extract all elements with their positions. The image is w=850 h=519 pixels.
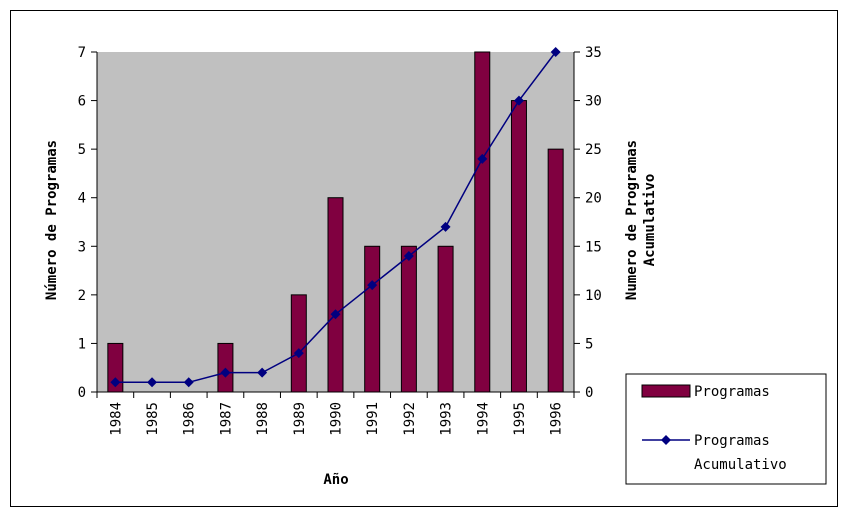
x-tick-label-1985: 1985 bbox=[145, 402, 161, 436]
y-axis-title: Número de Programas bbox=[44, 140, 60, 300]
x-tick-label-1987: 1987 bbox=[218, 402, 234, 436]
bar-1994 bbox=[474, 51, 491, 393]
legend-label-acumulativo-line1: Programas bbox=[694, 433, 770, 449]
line-point-1995 bbox=[513, 95, 524, 106]
line-point-1996 bbox=[550, 47, 561, 57]
line-point-1994 bbox=[477, 153, 488, 164]
y-tick-label-7: 7 bbox=[78, 45, 86, 61]
bars-group bbox=[107, 51, 564, 393]
line-point-1992 bbox=[403, 251, 414, 261]
y2-tick-label-30: 30 bbox=[585, 94, 602, 110]
y2-tick-label-35: 35 bbox=[585, 45, 602, 61]
y-tick-label-5: 5 bbox=[78, 142, 86, 158]
bar-1993 bbox=[437, 245, 454, 393]
x-tick-label-1994: 1994 bbox=[475, 402, 491, 436]
x-tick-label-1991: 1991 bbox=[365, 402, 381, 436]
line-point-1985 bbox=[147, 377, 158, 388]
y2-tick-label-10: 10 bbox=[585, 288, 602, 304]
x-tick-label-1996: 1996 bbox=[549, 402, 565, 436]
legend-bar-swatch bbox=[641, 384, 691, 398]
y2-tick-label-5: 5 bbox=[585, 336, 593, 352]
legend: Programas Programas Acumulativo bbox=[625, 373, 827, 485]
line-group bbox=[110, 47, 561, 388]
x-tick-label-1988: 1988 bbox=[255, 402, 271, 436]
x-tick-label-1992: 1992 bbox=[402, 402, 418, 436]
line-point-1986 bbox=[183, 377, 194, 388]
bar-1995 bbox=[510, 100, 527, 393]
line-point-1987 bbox=[220, 367, 231, 378]
legend-label-programas: Programas bbox=[694, 384, 770, 400]
bar-1992 bbox=[400, 245, 417, 393]
line-point-1988 bbox=[257, 367, 268, 378]
legend-label-acumulativo-line2: Acumulativo bbox=[694, 457, 787, 473]
line-point-1990 bbox=[330, 309, 341, 320]
x-tick-label-1986: 1986 bbox=[182, 402, 198, 436]
y-tick-label-0: 0 bbox=[78, 385, 86, 401]
y2-tick-label-25: 25 bbox=[585, 142, 602, 158]
y2-axis-title-line2: Acumulativo bbox=[642, 174, 658, 267]
y2-tick-label-15: 15 bbox=[585, 239, 602, 255]
bar-1990 bbox=[327, 197, 344, 393]
y-tick-label-3: 3 bbox=[78, 239, 86, 255]
y2-tick-label-20: 20 bbox=[585, 191, 602, 207]
y-tick-label-4: 4 bbox=[78, 191, 86, 207]
line-point-1993 bbox=[440, 221, 451, 232]
x-tick-label-1989: 1989 bbox=[292, 402, 308, 436]
x-tick-label-1990: 1990 bbox=[329, 402, 345, 436]
y2-tick-label-0: 0 bbox=[585, 385, 593, 401]
y2-axis-title-line1: Numero de Programas bbox=[624, 140, 640, 300]
bar-1989 bbox=[290, 294, 307, 393]
x-tick-label-1984: 1984 bbox=[108, 402, 124, 436]
y-tick-label-6: 6 bbox=[78, 94, 86, 110]
bar-1996 bbox=[547, 148, 564, 393]
y-tick-label-1: 1 bbox=[78, 336, 86, 352]
legend-diamond-marker bbox=[661, 435, 671, 445]
y-tick-label-2: 2 bbox=[78, 288, 86, 304]
line-point-1991 bbox=[367, 280, 378, 291]
x-tick-label-1995: 1995 bbox=[512, 402, 528, 436]
line-point-1984 bbox=[110, 377, 121, 388]
x-axis-title: Año bbox=[323, 472, 348, 488]
bar-1991 bbox=[364, 245, 381, 393]
line-point-1989 bbox=[293, 348, 304, 359]
x-tick-label-1993: 1993 bbox=[439, 402, 455, 436]
axes-group: 0 1 2 3 4 5 6 7 0 5 10 15 20 25 30 35 1984 1985 1986 1987 19… bbox=[78, 45, 602, 436]
